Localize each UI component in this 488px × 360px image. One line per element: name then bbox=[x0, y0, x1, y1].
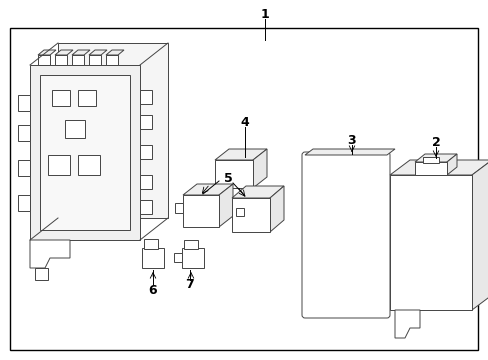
Polygon shape bbox=[252, 149, 266, 188]
Polygon shape bbox=[55, 50, 73, 55]
Polygon shape bbox=[55, 55, 67, 65]
Bar bbox=[236, 208, 244, 216]
Bar bbox=[65, 120, 85, 138]
Text: 5: 5 bbox=[223, 171, 232, 184]
Polygon shape bbox=[446, 154, 456, 175]
FancyBboxPatch shape bbox=[302, 152, 389, 318]
Polygon shape bbox=[18, 160, 30, 176]
Polygon shape bbox=[389, 160, 488, 175]
Polygon shape bbox=[18, 125, 30, 141]
Polygon shape bbox=[215, 149, 266, 160]
Polygon shape bbox=[414, 154, 456, 162]
Polygon shape bbox=[231, 198, 269, 232]
Polygon shape bbox=[89, 55, 101, 65]
Polygon shape bbox=[231, 186, 284, 198]
Polygon shape bbox=[183, 184, 232, 195]
Polygon shape bbox=[175, 203, 183, 213]
Polygon shape bbox=[269, 186, 284, 232]
Polygon shape bbox=[140, 90, 152, 104]
Bar bbox=[78, 155, 100, 175]
Polygon shape bbox=[389, 175, 471, 310]
Polygon shape bbox=[18, 195, 30, 211]
Text: 3: 3 bbox=[347, 134, 356, 147]
Bar bbox=[183, 240, 198, 249]
Polygon shape bbox=[72, 55, 84, 65]
Polygon shape bbox=[106, 50, 124, 55]
Text: 6: 6 bbox=[148, 284, 157, 297]
Polygon shape bbox=[140, 115, 152, 129]
Polygon shape bbox=[106, 55, 118, 65]
Polygon shape bbox=[89, 50, 107, 55]
Bar bbox=[142, 248, 163, 268]
Bar bbox=[48, 155, 70, 175]
Polygon shape bbox=[183, 195, 219, 227]
Bar bbox=[182, 248, 203, 268]
Bar bbox=[143, 239, 158, 249]
Polygon shape bbox=[414, 162, 446, 175]
Polygon shape bbox=[30, 65, 140, 240]
Text: 4: 4 bbox=[240, 116, 249, 129]
Polygon shape bbox=[18, 95, 30, 111]
Polygon shape bbox=[40, 75, 130, 230]
Polygon shape bbox=[215, 160, 252, 188]
Bar bbox=[78, 90, 96, 106]
Text: 1: 1 bbox=[260, 8, 269, 21]
Polygon shape bbox=[140, 145, 152, 159]
Polygon shape bbox=[305, 149, 394, 155]
Bar bbox=[10, 28, 477, 350]
Polygon shape bbox=[35, 268, 48, 280]
Polygon shape bbox=[219, 184, 232, 227]
Polygon shape bbox=[140, 175, 152, 189]
Polygon shape bbox=[38, 50, 56, 55]
Polygon shape bbox=[394, 310, 419, 338]
Text: 7: 7 bbox=[185, 279, 194, 292]
Bar bbox=[52, 90, 70, 106]
Polygon shape bbox=[174, 253, 182, 262]
Bar bbox=[422, 157, 438, 163]
Polygon shape bbox=[38, 55, 50, 65]
Polygon shape bbox=[72, 50, 90, 55]
Polygon shape bbox=[58, 43, 168, 218]
Polygon shape bbox=[30, 240, 70, 268]
Text: 2: 2 bbox=[431, 135, 440, 148]
Polygon shape bbox=[471, 160, 488, 310]
Polygon shape bbox=[140, 200, 152, 214]
